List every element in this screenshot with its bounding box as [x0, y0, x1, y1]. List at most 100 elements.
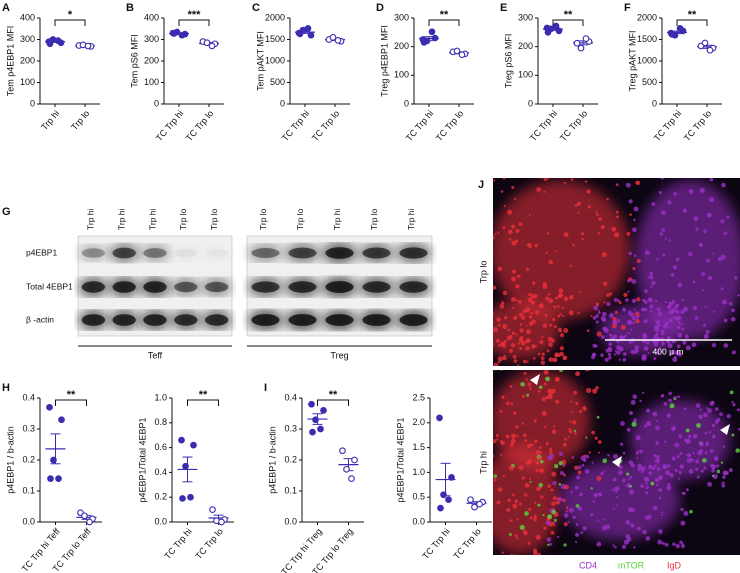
cell — [531, 319, 536, 324]
cell — [550, 338, 555, 343]
data-point — [209, 506, 216, 513]
cell — [707, 481, 713, 487]
cell — [572, 515, 576, 519]
cell — [653, 505, 658, 511]
cell — [477, 307, 482, 312]
cell — [485, 388, 488, 391]
cell — [712, 252, 715, 255]
cell — [612, 544, 615, 547]
cell — [705, 258, 710, 263]
cell — [563, 296, 569, 302]
cell — [597, 309, 601, 312]
cell — [601, 311, 607, 317]
x-tick-label: TC Trp lo — [310, 108, 341, 143]
cell — [702, 289, 705, 292]
cell — [591, 461, 594, 464]
cell — [489, 439, 492, 442]
cell — [656, 323, 661, 328]
x-tick-label: TC Trp lo — [184, 108, 215, 143]
cell — [504, 316, 508, 320]
cell — [556, 164, 561, 169]
data-point — [307, 31, 315, 39]
cell — [487, 328, 491, 332]
cell — [518, 465, 524, 471]
y-tick-label: 0.3 — [284, 423, 297, 433]
cell — [567, 436, 570, 439]
cell — [557, 314, 561, 318]
cell — [615, 210, 619, 214]
data-point — [431, 34, 439, 42]
cell — [529, 480, 532, 483]
cell — [559, 370, 563, 373]
data-point — [46, 403, 53, 411]
cell — [578, 290, 581, 294]
cell — [507, 328, 511, 332]
cell — [661, 228, 665, 233]
cell — [575, 523, 579, 526]
cell — [595, 314, 599, 318]
cell — [576, 475, 580, 480]
cell — [722, 475, 726, 479]
cell — [572, 243, 575, 247]
cell — [489, 535, 492, 538]
cell — [512, 354, 517, 359]
cell — [479, 443, 483, 447]
cell — [658, 488, 663, 493]
cell — [625, 520, 631, 525]
cell — [634, 345, 640, 351]
cell — [567, 521, 570, 524]
cell — [577, 211, 580, 214]
cell — [554, 353, 559, 358]
cell — [654, 458, 660, 464]
y-tick-label: 0 — [30, 98, 35, 108]
cell — [508, 238, 512, 241]
y-tick-label: 0.5 — [412, 492, 425, 502]
cell — [661, 511, 664, 514]
cell — [682, 340, 687, 345]
cell — [490, 293, 492, 295]
cell — [519, 328, 524, 333]
legend-entry: IgD — [667, 560, 682, 570]
cell — [596, 213, 599, 217]
cell — [558, 451, 564, 457]
cell — [602, 470, 605, 473]
data-point — [187, 493, 194, 501]
cell — [719, 412, 723, 416]
data-point — [182, 462, 189, 470]
cell — [660, 329, 665, 333]
blot-band — [251, 314, 280, 326]
cell — [556, 305, 560, 308]
cell — [525, 324, 528, 327]
data-point — [329, 33, 337, 41]
cell — [645, 482, 648, 485]
cell — [497, 266, 503, 272]
cell — [549, 542, 553, 546]
cell — [595, 320, 599, 324]
cell — [675, 257, 680, 262]
cell — [536, 187, 542, 193]
cell — [547, 543, 550, 547]
significance-label: ** — [329, 389, 338, 401]
cell — [545, 441, 549, 445]
cell — [616, 215, 619, 219]
cell — [558, 460, 563, 466]
cell — [494, 232, 497, 235]
cell — [731, 350, 736, 355]
cell — [508, 229, 513, 235]
panel-letter: J — [478, 179, 484, 191]
cell — [510, 438, 516, 444]
cell — [563, 513, 569, 518]
panel-letter: G — [2, 206, 11, 218]
cell — [488, 435, 492, 439]
cell — [583, 454, 586, 458]
cell — [622, 352, 627, 356]
cell — [562, 473, 567, 477]
cell — [536, 486, 541, 492]
cell — [628, 199, 633, 204]
cell — [642, 334, 648, 339]
cell — [633, 308, 636, 311]
cell — [521, 394, 525, 398]
cell — [524, 482, 530, 488]
cell — [620, 421, 625, 426]
cell — [563, 522, 568, 527]
